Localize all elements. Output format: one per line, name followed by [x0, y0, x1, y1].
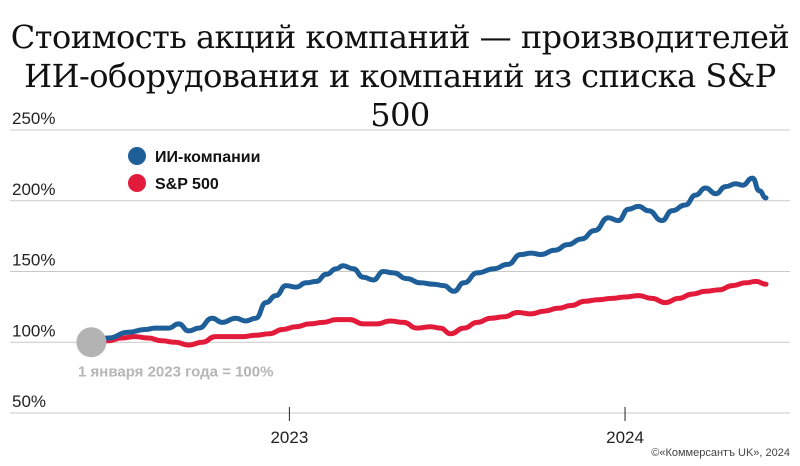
series-line-sp500	[88, 278, 769, 348]
x-axis-ticks: 2023 2024	[270, 407, 644, 447]
x-tick-label: 2024	[606, 428, 644, 447]
y-tick-label: 200%	[12, 180, 55, 199]
legend-swatch	[128, 147, 146, 165]
y-tick-label: 100%	[12, 321, 55, 340]
series-lines	[88, 175, 769, 348]
chart-title-line-1: Стоимость акций компаний — производителе…	[10, 18, 790, 56]
chart-title-line-2: ИИ-оборудования и компаний из списка S&P…	[24, 57, 776, 134]
y-tick-label: 150%	[12, 251, 55, 270]
baseline-marker	[76, 327, 107, 358]
series-line-ai-companies	[88, 175, 769, 345]
legend: ИИ-компании S&P 500	[128, 147, 260, 193]
x-tick-label: 2023	[270, 428, 308, 447]
y-tick-label: 250%	[12, 109, 55, 128]
y-tick-label: 50%	[12, 392, 46, 411]
credit-text: ©«Коммерсантъ UK», 2024	[651, 447, 790, 459]
chart-title: Стоимость акций компаний — производителе…	[0, 18, 800, 135]
legend-swatch	[128, 174, 146, 192]
legend-label: S&P 500	[155, 176, 219, 193]
baseline-marker-group: 1 января 2023 года = 100%	[76, 327, 273, 380]
gridlines	[10, 129, 790, 414]
legend-label: ИИ-компании	[155, 149, 260, 166]
baseline-note: 1 января 2023 года = 100%	[78, 363, 273, 380]
y-axis-ticks: 250% 200% 150% 100% 50%	[12, 109, 55, 411]
